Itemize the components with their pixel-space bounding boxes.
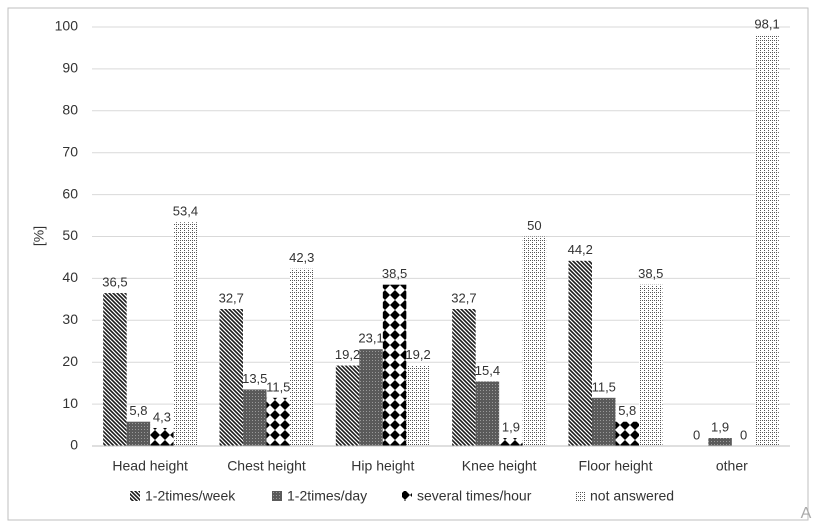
bar [568,260,592,446]
legend-swatch [272,491,282,501]
bar [452,308,476,446]
y-tick-label: 80 [62,102,78,118]
legend-label: 1-2times/week [145,488,236,504]
value-label: 5,8 [618,403,636,418]
x-tick-label: Hip height [351,458,414,474]
bar [150,427,174,446]
bar [475,381,500,446]
value-label: 19,2 [335,347,360,362]
bar [382,284,407,446]
value-label: 38,5 [638,266,663,281]
y-tick-label: 70 [62,143,78,159]
bar [126,421,151,446]
bar [290,268,314,446]
value-label: 1,9 [502,419,520,434]
value-label: 53,4 [173,204,198,219]
x-tick-label: Head height [112,458,188,474]
value-label: 0 [740,427,747,442]
value-label: 15,4 [475,363,500,378]
y-tick-label: 100 [55,18,79,34]
bar [615,421,639,446]
chart-border [7,7,809,521]
bar [173,222,198,446]
value-label: 44,2 [568,242,593,257]
bar [708,438,732,446]
bar [219,308,243,446]
bar [639,284,663,446]
bar [755,34,779,446]
bar [103,293,127,446]
y-tick-label: 60 [62,185,78,201]
y-tick-label: 40 [62,269,78,285]
legend-label: not answered [590,488,674,504]
legend-swatch [130,491,140,501]
value-label: 42,3 [289,250,314,265]
bar [359,349,383,446]
value-label: 11,5 [592,379,616,394]
value-label: 11,5 [266,379,290,394]
value-label: 4,3 [153,409,171,424]
value-label: 19,2 [405,347,430,362]
bar [335,365,360,446]
value-label: 50 [527,218,541,233]
bar [266,397,290,446]
legend-label: several times/hour [417,488,532,504]
legend-label: 1-2times/day [287,488,367,504]
bar [499,438,523,446]
y-tick-label: 50 [62,227,78,243]
value-label: 36,5 [102,275,127,290]
value-label: 0 [693,427,700,442]
legend-swatch [575,491,585,501]
x-tick-label: other [716,458,748,474]
y-tick-label: 10 [62,395,78,411]
x-tick-label: Floor height [579,458,653,474]
bar [522,236,547,446]
bar [592,397,616,446]
bar [243,389,267,446]
value-label: 32,7 [219,290,244,305]
y-tick-label: 30 [62,311,78,327]
panel-label: A [801,505,812,522]
y-tick-label: 20 [62,353,78,369]
value-label: 5,8 [129,403,147,418]
x-tick-label: Chest height [227,458,306,474]
y-tick-label: 0 [70,437,78,453]
value-label: 38,5 [382,266,407,281]
value-label: 32,7 [451,290,476,305]
x-tick-label: Knee height [462,458,537,474]
bar [406,365,430,446]
value-label: 13,5 [242,371,267,386]
legend-swatch [402,491,412,501]
y-tick-label: 90 [62,60,78,76]
y-axis-label: [%] [31,226,47,246]
value-label: 23,1 [358,331,383,346]
value-label: 1,9 [711,419,729,434]
value-label: 98,1 [754,16,779,31]
